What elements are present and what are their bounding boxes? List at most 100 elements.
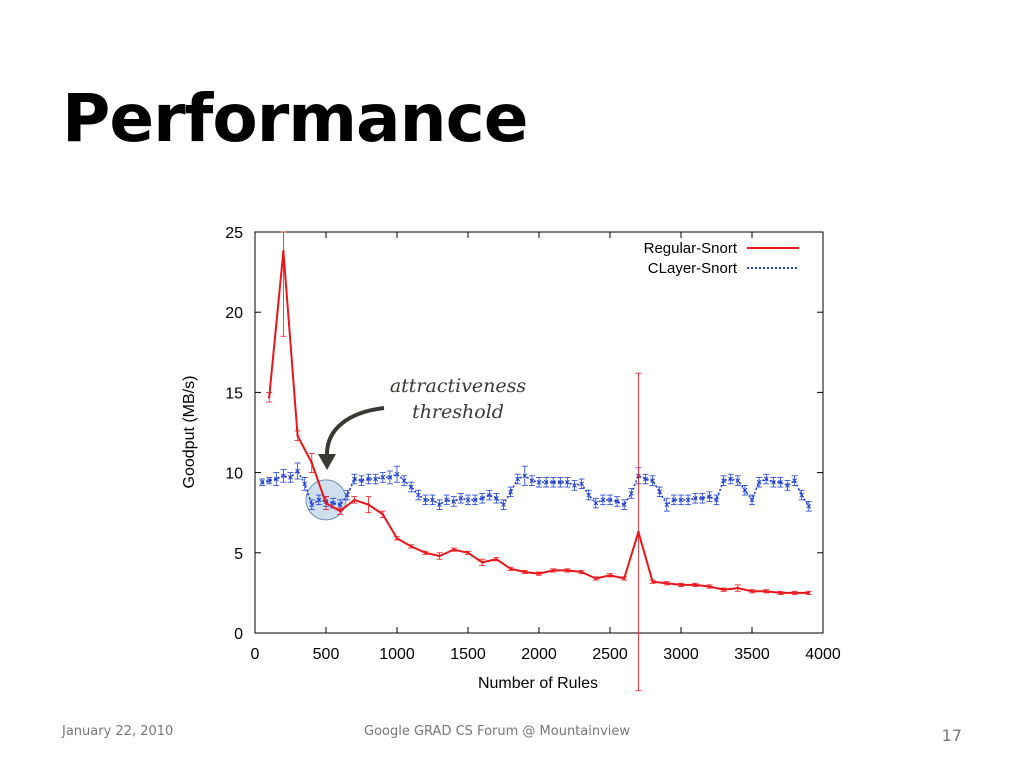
data-point (722, 588, 725, 591)
data-point (608, 574, 612, 577)
data-point (337, 502, 343, 508)
data-point (566, 569, 569, 572)
data-point (344, 492, 350, 498)
data-point (273, 476, 279, 482)
data-point (395, 537, 399, 540)
data-point (501, 502, 506, 508)
data-point (423, 497, 428, 503)
data-point (763, 476, 769, 482)
data-point (302, 481, 308, 487)
data-point (735, 478, 741, 483)
data-point (678, 497, 684, 503)
data-point (721, 478, 726, 483)
annotation-line-2: threshold (412, 401, 504, 423)
data-point (708, 585, 711, 588)
legend-label-regular-snort: Regular-Snort (644, 240, 738, 257)
data-point (714, 497, 719, 503)
data-point (749, 497, 755, 503)
data-point (736, 586, 739, 590)
data-point (580, 570, 583, 574)
data-point (694, 583, 697, 587)
data-point (458, 495, 464, 501)
data-point (614, 499, 620, 504)
data-point (479, 495, 485, 501)
data-point (295, 468, 300, 474)
series-regular-snort (266, 231, 812, 692)
data-point (807, 591, 810, 595)
y-axis-title: Goodput (MB/s) (181, 376, 198, 489)
plot-frame (254, 231, 824, 634)
x-axis-title: Number of Rules (478, 675, 598, 692)
data-point (266, 478, 272, 483)
y-tick-label: 5 (234, 546, 243, 563)
data-point (380, 475, 386, 480)
data-point (381, 513, 384, 516)
y-tick-label: 15 (225, 385, 243, 402)
data-point (494, 495, 499, 501)
data-point (330, 500, 336, 506)
data-point (679, 583, 683, 587)
x-tick-label: 3000 (663, 646, 699, 663)
data-point (552, 569, 555, 572)
data-point (339, 509, 342, 513)
data-point (685, 497, 691, 503)
data-point (806, 503, 812, 509)
data-point (750, 590, 754, 593)
data-point (495, 558, 498, 561)
data-point (486, 492, 492, 498)
data-point (410, 545, 413, 548)
data-point (792, 478, 797, 483)
data-point (651, 580, 654, 583)
data-point (509, 567, 512, 571)
x-tick-label: 3500 (734, 646, 770, 663)
data-point (373, 476, 379, 482)
data-point (451, 499, 457, 504)
data-point (430, 497, 435, 503)
data-point (353, 498, 356, 502)
data-point (515, 476, 521, 482)
data-point (452, 548, 455, 551)
data-point (707, 494, 712, 500)
data-point (324, 501, 328, 505)
footer-date: January 22, 2010 (62, 724, 174, 739)
legend-label-clayer-snort: CLayer-Snort (648, 260, 738, 277)
data-point (281, 473, 286, 479)
data-point (793, 591, 796, 595)
data-point (728, 476, 734, 482)
data-point (472, 497, 478, 503)
x-tick-label: 500 (313, 646, 340, 663)
data-point (543, 479, 549, 485)
data-point (444, 497, 450, 503)
data-point (550, 479, 556, 485)
data-point (523, 570, 526, 574)
annotation-arrowhead-icon (318, 454, 336, 470)
footer-event: Google GRAD CS Forum @ Mountainview (364, 724, 631, 739)
data-point (359, 478, 364, 483)
data-point (557, 479, 563, 485)
page-number: 17 (941, 726, 962, 745)
data-point (579, 481, 584, 487)
data-point (316, 497, 322, 503)
data-point (424, 551, 427, 554)
data-point (565, 479, 570, 485)
x-tick-label: 4000 (805, 646, 841, 663)
data-point (692, 495, 698, 501)
data-point (785, 483, 790, 488)
data-point (537, 572, 541, 575)
data-point (366, 476, 371, 482)
data-point (572, 483, 577, 488)
x-tick-label: 1500 (450, 646, 486, 663)
y-tick-label: 20 (225, 305, 243, 322)
data-point (268, 396, 271, 399)
annotation-arrow (324, 406, 385, 457)
data-point (779, 591, 782, 595)
x-tick-label: 0 (251, 646, 260, 663)
y-tick-label: 10 (225, 466, 243, 483)
series-clayer-snort (259, 462, 812, 512)
data-point (600, 497, 606, 503)
data-point (466, 551, 470, 554)
data-point (664, 502, 670, 508)
data-point (643, 476, 648, 482)
data-point (508, 489, 513, 495)
